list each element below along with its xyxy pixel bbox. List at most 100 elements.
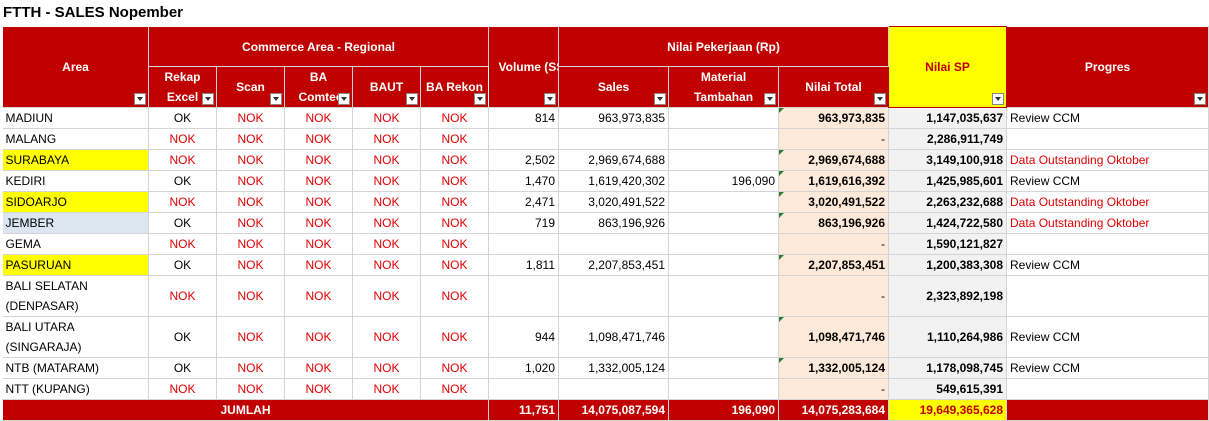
cell-nilai-total[interactable]: 1,332,005,124 [778, 357, 890, 379]
cell-nilai-sp[interactable]: 1,200,383,308 [888, 254, 1008, 276]
cell-ba-comtec[interactable]: NOK [284, 275, 353, 317]
cell-volume[interactable] [488, 378, 560, 400]
cell-scan[interactable]: NOK [216, 191, 285, 213]
cell-ba-rekon[interactable]: NOK [420, 149, 490, 171]
filter-dropdown-icon[interactable] [544, 93, 557, 105]
cell-nilai-total[interactable]: - [778, 128, 890, 150]
header-nilai-total[interactable]: Nilai Total [778, 66, 890, 108]
cell-volume[interactable]: 2,502 [488, 149, 560, 171]
cell-rekap-excel[interactable]: NOK [148, 275, 217, 317]
filter-dropdown-icon[interactable] [474, 93, 487, 105]
cell-volume[interactable]: 1,020 [488, 357, 560, 379]
cell-sales[interactable]: 2,969,674,688 [558, 149, 670, 171]
cell-sales[interactable] [558, 275, 670, 317]
cell-nilai-sp[interactable]: 3,149,100,918 [888, 149, 1008, 171]
cell-sales[interactable] [558, 128, 670, 150]
filter-dropdown-icon[interactable] [338, 93, 350, 105]
cell-rekap-excel[interactable]: OK [148, 212, 217, 234]
cell-volume[interactable] [488, 128, 560, 150]
cell-material-tambahan[interactable] [668, 107, 780, 129]
cell-rekap-excel[interactable]: OK [148, 316, 217, 358]
cell-ba-rekon[interactable]: NOK [420, 191, 490, 213]
cell-progres[interactable]: Review CCM [1006, 107, 1209, 129]
cell-nilai-sp[interactable]: 2,286,911,749 [888, 128, 1008, 150]
cell-area[interactable]: SURABAYA [2, 149, 149, 171]
cell-area[interactable]: BALI UTARA (SINGARAJA) [2, 316, 149, 358]
cell-baut[interactable]: NOK [352, 275, 421, 317]
header-scan[interactable]: Scan [216, 66, 285, 108]
filter-dropdown-icon[interactable] [1194, 93, 1207, 105]
cell-area[interactable]: SIDOARJO [2, 191, 149, 213]
filter-dropdown-icon[interactable] [134, 93, 146, 105]
cell-area[interactable]: JEMBER [2, 212, 149, 234]
filter-dropdown-icon[interactable] [764, 93, 777, 105]
cell-scan[interactable]: NOK [216, 357, 285, 379]
cell-ba-comtec[interactable]: NOK [284, 128, 353, 150]
cell-nilai-sp[interactable]: 1,424,722,580 [888, 212, 1008, 234]
cell-sales[interactable]: 963,973,835 [558, 107, 670, 129]
cell-area[interactable]: NTB (MATARAM) [2, 357, 149, 379]
cell-ba-rekon[interactable]: NOK [420, 128, 490, 150]
filter-dropdown-icon[interactable] [992, 93, 1005, 105]
cell-ba-rekon[interactable]: NOK [420, 357, 490, 379]
cell-rekap-excel[interactable]: NOK [148, 378, 217, 400]
cell-ba-rekon[interactable]: NOK [420, 233, 490, 255]
cell-nilai-sp[interactable]: 1,110,264,986 [888, 316, 1008, 358]
cell-ba-rekon[interactable]: NOK [420, 275, 490, 317]
cell-baut[interactable]: NOK [352, 107, 421, 129]
cell-nilai-total[interactable]: 963,973,835 [778, 107, 890, 129]
cell-area[interactable]: KEDIRI [2, 170, 149, 192]
cell-ba-comtec[interactable]: NOK [284, 233, 353, 255]
cell-scan[interactable]: NOK [216, 378, 285, 400]
header-nilai-sp[interactable]: Nilai SP [888, 26, 1008, 108]
filter-dropdown-icon[interactable] [202, 93, 214, 105]
header-sales[interactable]: Sales [558, 66, 670, 108]
cell-sales[interactable]: 1,332,005,124 [558, 357, 670, 379]
cell-area[interactable]: BALI SELATAN (DENPASAR) [2, 275, 149, 317]
cell-sales[interactable]: 863,196,926 [558, 212, 670, 234]
cell-material-tambahan[interactable] [668, 233, 780, 255]
cell-material-tambahan[interactable] [668, 357, 780, 379]
cell-progres[interactable]: Review CCM [1006, 170, 1209, 192]
cell-ba-rekon[interactable]: NOK [420, 107, 490, 129]
cell-nilai-sp[interactable]: 1,425,985,601 [888, 170, 1008, 192]
cell-material-tambahan[interactable] [668, 128, 780, 150]
cell-baut[interactable]: NOK [352, 378, 421, 400]
cell-area[interactable]: MALANG [2, 128, 149, 150]
cell-area[interactable]: GEMA [2, 233, 149, 255]
cell-progres[interactable] [1006, 233, 1209, 255]
cell-nilai-sp[interactable]: 549,615,391 [888, 378, 1008, 400]
cell-scan[interactable]: NOK [216, 316, 285, 358]
cell-nilai-sp[interactable]: 1,590,121,827 [888, 233, 1008, 255]
cell-sales[interactable] [558, 233, 670, 255]
cell-scan[interactable]: NOK [216, 254, 285, 276]
cell-scan[interactable]: NOK [216, 170, 285, 192]
cell-area[interactable]: MADIUN [2, 107, 149, 129]
cell-ba-rekon[interactable]: NOK [420, 212, 490, 234]
filter-dropdown-icon[interactable] [874, 93, 887, 105]
cell-rekap-excel[interactable]: NOK [148, 128, 217, 150]
cell-ba-comtec[interactable]: NOK [284, 149, 353, 171]
cell-baut[interactable]: NOK [352, 254, 421, 276]
cell-rekap-excel[interactable]: NOK [148, 191, 217, 213]
cell-nilai-total[interactable]: 863,196,926 [778, 212, 890, 234]
cell-ba-rekon[interactable]: NOK [420, 254, 490, 276]
cell-sales[interactable]: 1,619,420,302 [558, 170, 670, 192]
cell-nilai-total[interactable]: 3,020,491,522 [778, 191, 890, 213]
cell-baut[interactable]: NOK [352, 128, 421, 150]
cell-ba-rekon[interactable]: NOK [420, 378, 490, 400]
cell-sales[interactable]: 1,098,471,746 [558, 316, 670, 358]
cell-nilai-total[interactable]: - [778, 233, 890, 255]
cell-material-tambahan[interactable] [668, 212, 780, 234]
cell-nilai-total[interactable]: - [778, 378, 890, 400]
cell-scan[interactable]: NOK [216, 233, 285, 255]
cell-progres[interactable]: Review CCM [1006, 357, 1209, 379]
cell-material-tambahan[interactable]: 196,090 [668, 170, 780, 192]
cell-volume[interactable]: 814 [488, 107, 560, 129]
cell-nilai-sp[interactable]: 1,178,098,745 [888, 357, 1008, 379]
cell-rekap-excel[interactable]: OK [148, 357, 217, 379]
cell-nilai-total[interactable]: 2,969,674,688 [778, 149, 890, 171]
cell-ba-comtec[interactable]: NOK [284, 316, 353, 358]
cell-volume[interactable]: 1,470 [488, 170, 560, 192]
cell-nilai-sp[interactable]: 1,147,035,637 [888, 107, 1008, 129]
